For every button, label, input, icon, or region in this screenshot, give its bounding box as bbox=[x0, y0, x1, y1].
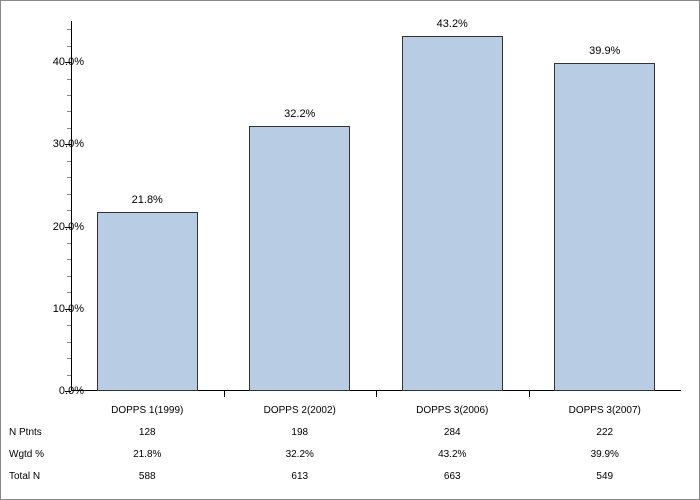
y-axis-label: 10.0% bbox=[53, 303, 84, 315]
table-row-header: Total N bbox=[1, 471, 71, 482]
bar bbox=[402, 36, 503, 391]
y-minor-tick bbox=[67, 259, 71, 260]
bar bbox=[97, 212, 198, 391]
y-minor-tick bbox=[67, 358, 71, 359]
table-row: N Ptnts128198284222 bbox=[1, 421, 700, 443]
bar bbox=[249, 126, 350, 391]
y-minor-tick bbox=[67, 111, 71, 112]
table-cell: 284 bbox=[376, 427, 529, 438]
y-axis-line bbox=[71, 21, 72, 391]
y-axis-label: 0.0% bbox=[59, 385, 84, 397]
y-minor-tick bbox=[67, 128, 71, 129]
y-minor-tick bbox=[67, 276, 71, 277]
data-table: DOPPS 1(1999)DOPPS 2(2002)DOPPS 3(2006)D… bbox=[1, 399, 700, 487]
y-minor-tick bbox=[67, 375, 71, 376]
y-minor-tick bbox=[67, 46, 71, 47]
y-minor-tick bbox=[67, 95, 71, 96]
y-minor-tick bbox=[67, 292, 71, 293]
x-tick bbox=[376, 391, 377, 397]
y-minor-tick bbox=[67, 342, 71, 343]
table-cell: 39.9% bbox=[529, 449, 682, 460]
table-cell: 32.2% bbox=[224, 449, 377, 460]
category-label: DOPPS 3(2007) bbox=[529, 405, 682, 416]
category-label: DOPPS 1(1999) bbox=[71, 405, 224, 416]
table-cell: 198 bbox=[224, 427, 377, 438]
x-tick bbox=[224, 391, 225, 397]
table-cell: 128 bbox=[71, 427, 224, 438]
table-row-header: Wgtd % bbox=[1, 449, 71, 460]
y-axis-label: 30.0% bbox=[53, 138, 84, 150]
y-minor-tick bbox=[67, 79, 71, 80]
y-minor-tick bbox=[67, 243, 71, 244]
y-minor-tick bbox=[67, 161, 71, 162]
category-label: DOPPS 2(2002) bbox=[224, 405, 377, 416]
y-axis-label: 40.0% bbox=[53, 56, 84, 68]
y-minor-tick bbox=[67, 194, 71, 195]
x-tick bbox=[529, 391, 530, 397]
y-minor-tick bbox=[67, 325, 71, 326]
bar-value-label: 32.2% bbox=[284, 108, 315, 120]
table-cell: 43.2% bbox=[376, 449, 529, 460]
table-cell: 549 bbox=[529, 471, 682, 482]
table-cell: 663 bbox=[376, 471, 529, 482]
bar-value-label: 21.8% bbox=[132, 194, 163, 206]
table-cell: 613 bbox=[224, 471, 377, 482]
y-minor-tick bbox=[67, 210, 71, 211]
bar bbox=[554, 63, 655, 391]
chart-container: 21.8%32.2%43.2%39.9% 0.0%10.0%20.0%30.0%… bbox=[0, 0, 700, 500]
table-row-header: N Ptnts bbox=[1, 427, 71, 438]
table-row: Wgtd %21.8%32.2%43.2%39.9% bbox=[1, 443, 700, 465]
bar-value-label: 39.9% bbox=[589, 45, 620, 57]
y-axis-label: 20.0% bbox=[53, 221, 84, 233]
table-cell: 222 bbox=[529, 427, 682, 438]
table-cell: 588 bbox=[71, 471, 224, 482]
table-cell: 21.8% bbox=[71, 449, 224, 460]
category-label: DOPPS 3(2006) bbox=[376, 405, 529, 416]
plot-area: 21.8% 32.2% 43.2% 39.9% bbox=[71, 21, 681, 391]
table-row: DOPPS 1(1999)DOPPS 2(2002)DOPPS 3(2006)D… bbox=[1, 399, 700, 421]
bar-value-label: 43.2% bbox=[437, 18, 468, 30]
y-minor-tick bbox=[67, 177, 71, 178]
table-row: Total N588613663549 bbox=[1, 465, 700, 487]
y-minor-tick bbox=[67, 29, 71, 30]
